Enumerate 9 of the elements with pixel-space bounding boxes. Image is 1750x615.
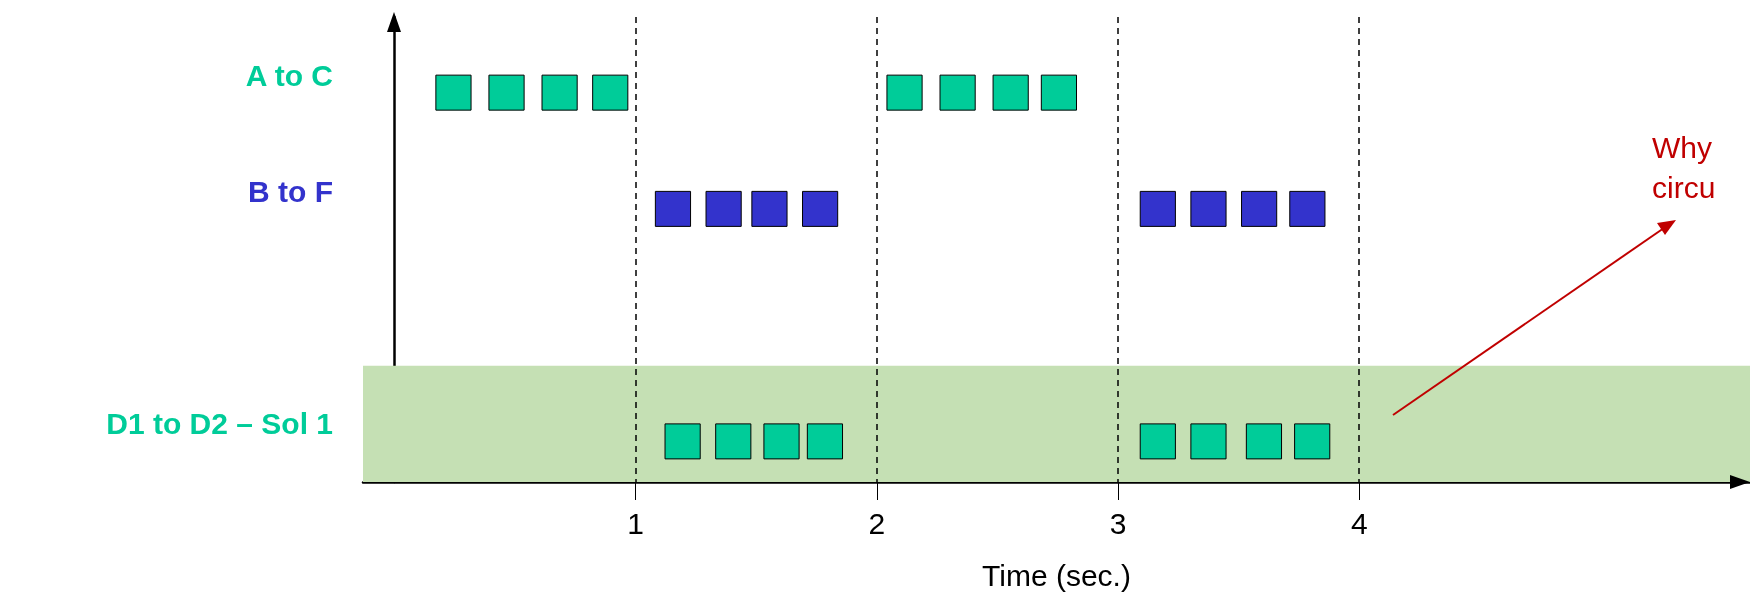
y-tick-label: B to F [248,174,333,208]
x-axis-title: Time (sec.) [982,558,1131,592]
x-tick-label: 2 [868,506,886,540]
annotation: Why circu [1652,130,1716,206]
y-tick-label: A to C [245,58,333,92]
y-tick-label: D1 to D2 – Sol 1 [106,407,333,441]
x-tick-label: 3 [1109,506,1127,540]
x-tick-label: 1 [627,506,644,540]
x-tick-label: 4 [1350,506,1368,540]
